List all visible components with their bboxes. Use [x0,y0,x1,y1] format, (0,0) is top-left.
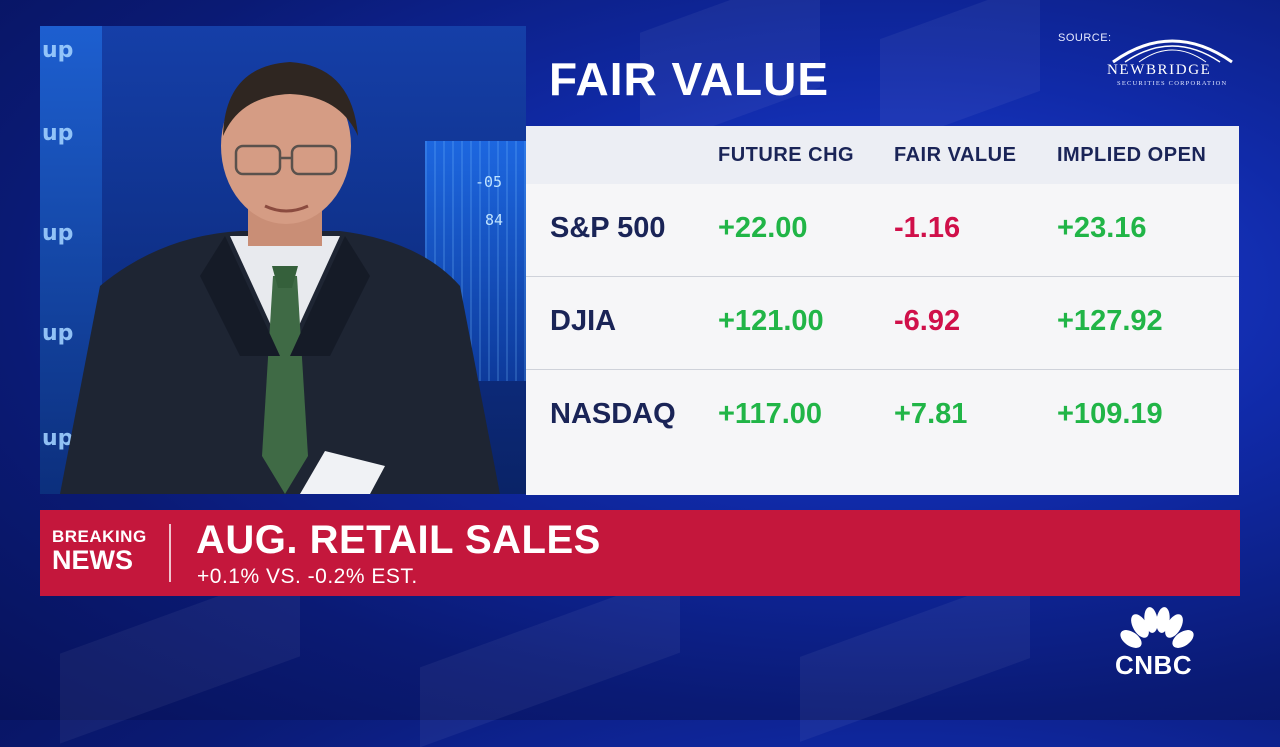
headline: AUG. RETAIL SALES [196,518,601,562]
column-header: FAIR VALUE [894,144,1017,166]
column-header: IMPLIED OPEN [1057,144,1207,166]
future-chg-value: +22.00 [718,212,808,244]
table-row: DJIA +121.00 -6.92 +127.92 [526,277,1239,370]
future-chg-value: +117.00 [718,398,823,430]
fair-value-value: -6.92 [894,305,961,337]
banner-divider [169,524,171,582]
source-label: SOURCE: [1058,32,1112,44]
tag-line-2: NEWS [52,545,133,575]
breaking-news-tag: BREAKING NEWS [52,528,147,574]
screen-text: up [42,221,74,246]
future-chg-value: +121.00 [718,305,824,337]
anchor-person [60,62,500,494]
index-name: S&P 500 [550,212,666,244]
source-logo-subtitle: SECURITIES CORPORATION [1117,80,1228,87]
screen-text: up [42,121,74,146]
background-decor [800,573,1030,742]
table-row: S&P 500 +22.00 -1.16 +23.16 [526,184,1239,277]
tag-line-1: BREAKING [52,527,147,546]
fair-value-table: FUTURE CHG FAIR VALUE IMPLIED OPEN S&P 5… [526,126,1239,495]
implied-open-value: +127.92 [1057,305,1163,337]
cnbc-logo-text: CNBC [1115,650,1193,680]
panel-title: FAIR VALUE [549,53,830,105]
newbridge-logo-icon [1112,39,1233,64]
index-name: DJIA [550,305,617,337]
fair-value-value: +7.81 [894,398,968,430]
subheadline: +0.1% VS. -0.2% EST. [197,565,418,588]
screen-text: up [42,38,74,63]
implied-open-value: +23.16 [1057,212,1147,244]
column-header: FUTURE CHG [718,144,855,166]
source-logo-name: NEWBRIDGE [1107,62,1212,78]
ticker-text: -05 [475,173,503,191]
breaking-news-banner: BREAKING NEWS AUG. RETAIL SALES +0.1% VS… [40,510,1240,596]
background-decor [420,572,680,747]
studio-screen-left: up up up up up [40,26,102,494]
cnbc-peacock-icon [1120,607,1194,648]
screen-text: up [42,426,74,451]
table-header: FUTURE CHG FAIR VALUE IMPLIED OPEN [526,126,1239,184]
ticker-text: 84 [485,211,504,229]
fair-value-value: -1.16 [894,212,961,244]
screen-text: up [42,321,74,346]
index-name: NASDAQ [550,398,676,430]
implied-open-value: +109.19 [1057,398,1163,430]
video-feed: up up up up up -05 84 0 [40,26,526,494]
table-row: NASDAQ +117.00 +7.81 +109.19 [526,370,1239,495]
